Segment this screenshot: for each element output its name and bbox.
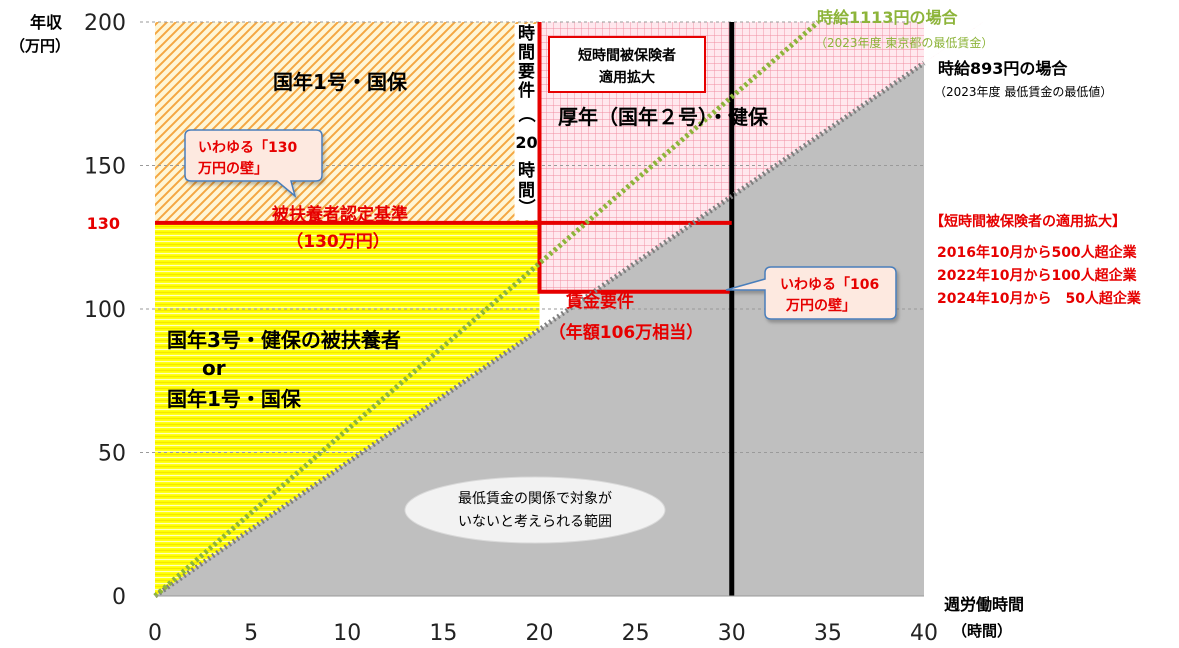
- x-axis-unit-label: （時間）: [952, 622, 1012, 640]
- y-tick-label-130: 130: [87, 214, 120, 233]
- y-axis-label: 年収: [30, 13, 63, 32]
- y-tick-label: 200: [84, 11, 126, 36]
- hours-requirement-char: 間: [518, 181, 535, 201]
- hours-requirement-char: 間: [518, 43, 535, 63]
- hours-requirement-char: 時: [518, 23, 535, 44]
- y-axis-unit-label: （万円）: [10, 37, 70, 55]
- no-target-label-line1: 最低賃金の関係で対象が: [458, 491, 612, 507]
- wall130-line2: 万円の壁」: [197, 160, 268, 177]
- expansion-box-line1: 短時間被保険者: [578, 47, 676, 64]
- threshold-lines: [153, 20, 926, 599]
- y-tick-label: 50: [98, 442, 126, 467]
- tokyo-wage-line: [153, 20, 820, 598]
- x-tick-label: 25: [622, 621, 650, 644]
- kokunen1-region: [155, 22, 540, 223]
- hours-label-background: [514, 24, 538, 220]
- no-target-label-line2: いないと考えられる範囲: [458, 513, 612, 530]
- min-wage-line: [153, 60, 926, 599]
- hours-requirement-char: 要: [518, 62, 535, 82]
- dependent-label-or: or: [202, 356, 226, 380]
- wall130-callout: [184, 129, 323, 199]
- expansion-box: [548, 36, 706, 93]
- wage-requirement-sublabel: （年額106万相当）: [549, 322, 704, 343]
- min-wage-sublabel: （2023年度 最低賃金の最低値）: [934, 84, 1112, 99]
- chart-text: 年収（万円）週労働時間（時間）時給1113円の場合（2023年度 東京都の最低賃…: [10, 8, 1142, 640]
- expansion-note-line: 2016年10月から500人超企業: [937, 244, 1138, 261]
- hours-requirement-char: 20: [515, 133, 537, 152]
- expansion-note-title: 【短時間被保険者の適用拡大】: [930, 213, 1126, 230]
- x-tick-label: 15: [429, 621, 457, 644]
- wall130-line1: いわゆる「130: [198, 139, 297, 156]
- wall106-line1: いわゆる「106: [780, 276, 879, 293]
- wall106-line2: 万円の壁」: [785, 297, 856, 314]
- wall106-callout: [725, 266, 897, 320]
- min-wage-label: 時給893円の場合: [938, 59, 1068, 78]
- x-axis-label: 週労働時間: [944, 595, 1024, 614]
- x-tick-label: 40: [910, 621, 938, 644]
- hours-requirement-char: 件: [518, 80, 535, 101]
- kosei-label: 厚年（国年２号）・健保: [558, 105, 769, 129]
- dependent-threshold-sublabel: （130万円）: [286, 231, 390, 252]
- expansion-note-line: 2024年10月から 50人超企業: [937, 290, 1142, 307]
- hours-requirement-char: ）: [516, 199, 537, 216]
- y-tick-label: 0: [112, 585, 126, 610]
- y-tick-label: 150: [84, 155, 126, 180]
- tokyo-wage-label: 時給1113円の場合: [817, 8, 959, 27]
- expansion-box-line2: 適用拡大: [599, 69, 655, 86]
- axes: 0 5 10 15 20 25 30 35 40 0 50 100 150 200 130: [84, 11, 938, 646]
- x-tick-label: 20: [526, 621, 554, 644]
- dependent-region: [155, 222, 540, 596]
- x-tick-label: 5: [244, 621, 258, 644]
- white-corner: [924, 22, 984, 63]
- dependent-label-line1: 国年3号・健保の被扶養者: [167, 328, 401, 352]
- x-tick-label: 35: [814, 621, 842, 644]
- hours-requirement-char: （: [516, 106, 537, 123]
- tokyo-wage-sublabel: （2023年度 東京都の最低賃金）: [815, 35, 993, 50]
- x-tick-label: 10: [333, 621, 361, 644]
- no-target-ellipse: [404, 476, 666, 544]
- wage-requirement-label: 賃金要件: [565, 291, 634, 312]
- x-tick-label: 0: [148, 621, 162, 644]
- dependent-label-line3: 国年1号・国保: [167, 387, 302, 411]
- expansion-note-line: 2022年10月から100人超企業: [937, 267, 1138, 284]
- x-tick-label: 30: [718, 621, 746, 644]
- dependent-threshold-label: 被扶養者認定基準: [272, 204, 408, 225]
- kokunen1-label: 国年1号・国保: [273, 70, 408, 94]
- y-tick-label: 100: [84, 298, 126, 323]
- hours-requirement-char: 時: [518, 160, 535, 181]
